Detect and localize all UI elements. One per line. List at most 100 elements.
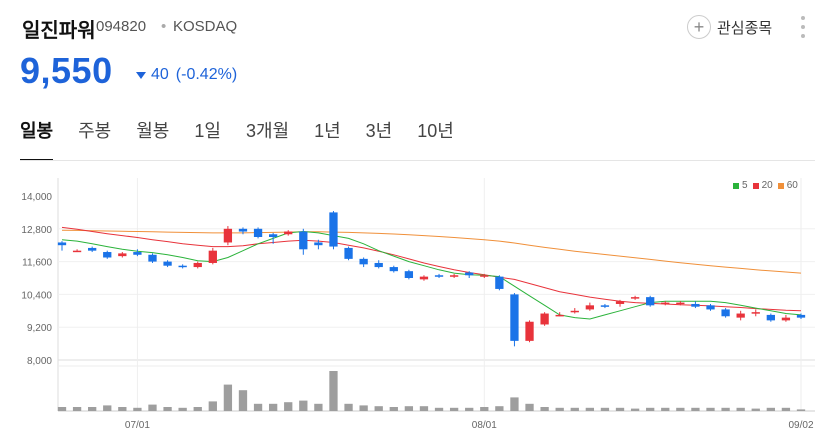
- candle-body: [103, 252, 112, 258]
- volume-bar: [284, 402, 293, 411]
- volume-bar: [238, 390, 248, 411]
- volume-bar: [540, 407, 549, 411]
- candle-body: [133, 252, 142, 255]
- market-name: KOSDAQ: [173, 18, 238, 35]
- volume-bar: [329, 371, 338, 411]
- volume-bar: [223, 384, 233, 411]
- candle-body: [148, 254, 157, 262]
- candle-body: [736, 313, 745, 318]
- candle-body: [208, 250, 217, 263]
- volume-bar: [374, 406, 383, 411]
- x-tick-label: 09/02: [788, 420, 813, 431]
- candle-body: [495, 276, 504, 289]
- candle-body: [766, 314, 775, 321]
- candle-body: [585, 305, 595, 310]
- legend-item: 20: [752, 180, 773, 191]
- legend-item: 60: [777, 180, 798, 191]
- volume-bar: [314, 403, 323, 411]
- volume-bar: [796, 409, 806, 411]
- x-tick-label: 07/01: [125, 420, 150, 431]
- stock-code: 094820: [96, 18, 147, 35]
- candle-body: [615, 301, 625, 304]
- volume-bar: [480, 407, 489, 411]
- y-tick-label: 8,000: [27, 356, 52, 367]
- candle-body: [434, 275, 444, 277]
- candle-body: [253, 228, 263, 237]
- candle-body: [193, 262, 202, 268]
- vertical-dots-icon[interactable]: [801, 16, 807, 38]
- candle-body: [540, 313, 549, 325]
- legend-label: 20: [761, 180, 773, 191]
- candle-body: [661, 302, 670, 305]
- candle-body: [389, 267, 398, 272]
- candle-body: [223, 228, 233, 243]
- volume-bar: [359, 405, 368, 411]
- volume-bar: [434, 407, 444, 411]
- volume-bar: [691, 407, 700, 411]
- volume-bar: [661, 407, 670, 411]
- tab-1[interactable]: 주봉: [78, 121, 112, 141]
- legend-label: 60: [786, 180, 798, 191]
- legend-swatch: [777, 182, 784, 189]
- volume-bar: [118, 407, 127, 411]
- volume-bar: [57, 407, 67, 411]
- volume-bar: [72, 407, 82, 411]
- y-tick-label: 11,600: [22, 258, 52, 269]
- candle-body: [721, 309, 730, 317]
- volume-bar: [646, 407, 655, 411]
- candle-body: [781, 317, 791, 321]
- candle-body: [329, 212, 338, 247]
- legend-swatch: [733, 182, 739, 189]
- add-watchlist-button[interactable]: + 관심종목: [687, 14, 772, 40]
- x-tick-label: 08/01: [472, 420, 497, 431]
- candle-body: [706, 305, 715, 310]
- candle-body: [510, 294, 519, 341]
- candle-body: [646, 297, 655, 306]
- tab-5[interactable]: 1년: [314, 121, 341, 141]
- watchlist-label: 관심종목: [717, 19, 773, 37]
- candle-body: [178, 265, 187, 268]
- candle-body: [118, 253, 127, 257]
- candle-body: [555, 314, 564, 317]
- candle-body: [570, 310, 579, 313]
- volume-bar: [163, 407, 172, 411]
- volume-bar: [510, 397, 519, 411]
- volume-bar: [630, 408, 640, 411]
- y-tick-label: 9,200: [27, 323, 52, 334]
- tab-6[interactable]: 3년: [365, 121, 393, 141]
- volume-bar: [268, 403, 278, 411]
- candle-body: [465, 272, 474, 276]
- volume-bar: [133, 407, 142, 411]
- volume-bar: [751, 408, 760, 411]
- volume-bar: [615, 407, 625, 411]
- volume-bar: [781, 407, 791, 411]
- candle-body: [419, 276, 429, 280]
- volume-bar: [495, 406, 504, 411]
- ma60-line: [61, 229, 802, 274]
- volume-bar: [88, 407, 97, 411]
- volume-bar: [404, 406, 414, 411]
- tab-7[interactable]: 10년: [417, 121, 454, 141]
- candle-body: [284, 231, 293, 235]
- price-change: 40 (-0.42%): [136, 66, 237, 84]
- candle-body: [751, 312, 760, 314]
- tab-3[interactable]: 1일: [194, 121, 221, 141]
- volume-bar: [299, 400, 308, 411]
- candle-body: [630, 297, 640, 299]
- legend-item: 5: [733, 180, 748, 191]
- volume-bar: [208, 401, 217, 411]
- volume-bar: [721, 407, 730, 411]
- plus-circle-icon: +: [687, 15, 711, 39]
- volume-bar: [525, 403, 534, 411]
- stock-header: 일진파워 094820 • KOSDAQ + 관심종목: [22, 12, 812, 42]
- volume-bar: [600, 407, 610, 411]
- stock-name: 일진파워: [22, 20, 96, 42]
- tab-4[interactable]: 3개월: [245, 121, 290, 141]
- change-percent: (-0.42%): [175, 66, 238, 83]
- volume-bar: [736, 407, 745, 411]
- candle-body: [449, 275, 459, 277]
- candle-body: [299, 231, 308, 250]
- tab-2[interactable]: 월봉: [136, 121, 170, 141]
- candle-body: [691, 303, 700, 307]
